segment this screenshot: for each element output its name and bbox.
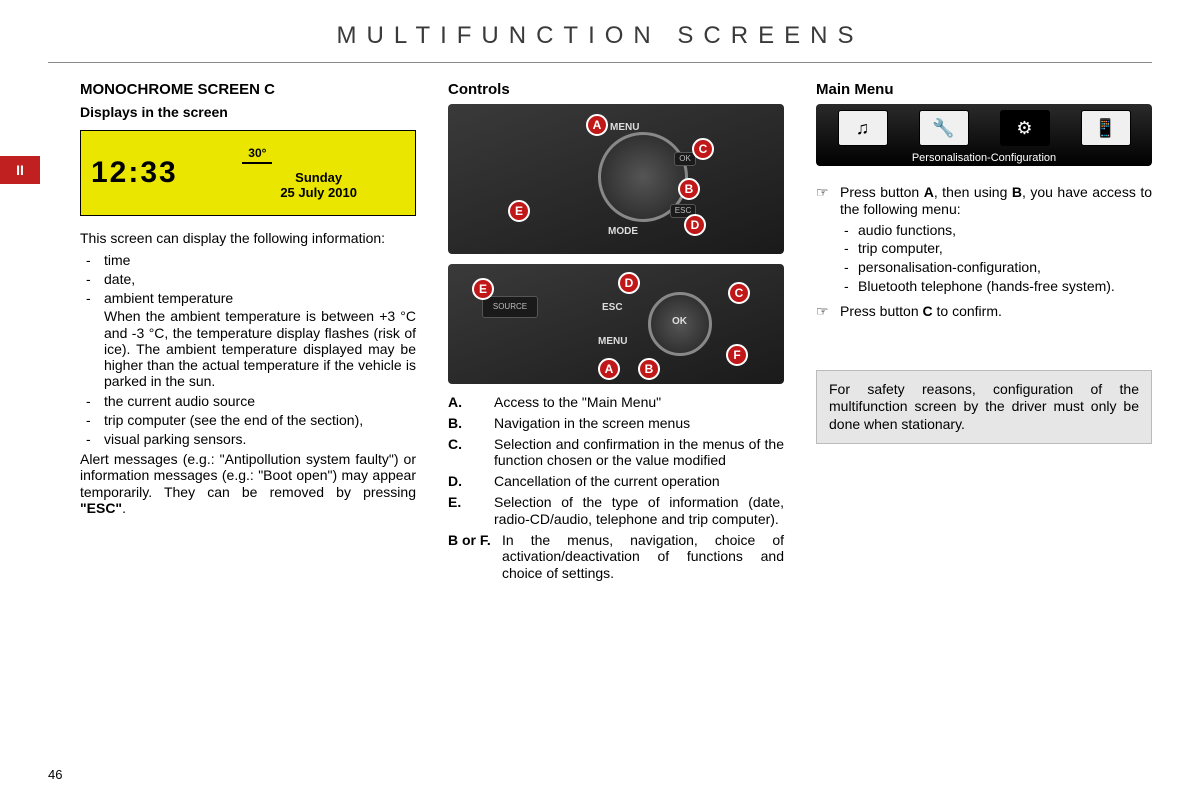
audio-icon: ♫	[838, 110, 888, 146]
badge-c: C	[692, 138, 714, 160]
label-menu: MENU	[610, 122, 639, 133]
label-esc2: ESC	[602, 302, 623, 313]
list-item: audio functions,	[840, 222, 1152, 239]
legend-row: D.Cancellation of the current operation	[448, 473, 784, 490]
list-item: visual parking sensors.	[80, 431, 416, 448]
badge-a2: A	[598, 358, 620, 380]
screen-time: 12:33	[91, 156, 232, 190]
badge-c2: C	[728, 282, 750, 304]
phone-icon: 📱	[1081, 110, 1131, 146]
list-item: Bluetooth telephone (hands-free system).	[840, 278, 1152, 295]
section-tab: II	[0, 156, 40, 184]
column-controls: Controls MENU MODE OK ESC A B C D E SOUR…	[448, 81, 784, 586]
badge-d: D	[684, 214, 706, 236]
alert-prefix: Alert messages (e.g.: "Antipollution sys…	[80, 451, 416, 499]
legend-row: A.Access to the "Main Menu"	[448, 394, 784, 411]
step-bold: A	[924, 184, 934, 200]
legend-key: C.	[448, 436, 494, 470]
temp-note: When the ambient temperature is between …	[80, 308, 416, 388]
legend-text: Cancellation of the current operation	[494, 473, 784, 490]
legend-key: D.	[448, 473, 494, 490]
badge-a: A	[586, 114, 608, 136]
legend-text: Selection of the type of information (da…	[494, 494, 784, 528]
pointer-icon: ☞	[816, 184, 840, 297]
screen-day: Sunday	[295, 170, 342, 185]
legend-text: Access to the "Main Menu"	[494, 394, 784, 411]
screen-date: 25 July 2010	[280, 185, 357, 200]
list-item: the current audio source	[80, 393, 416, 410]
steps-list: ☞ Press button A, then using B, you have…	[816, 184, 1152, 320]
legend-text: Selection and confirmation in the menus …	[494, 436, 784, 470]
screen-temp: 30°	[242, 146, 272, 164]
alert-suffix: .	[122, 500, 126, 516]
main-menu-bar: ♫ 🔧 ⚙ 📱 Personalisation-Configuration	[816, 104, 1152, 166]
column-displays: MONOCHROME SCREEN C Displays in the scre…	[80, 81, 416, 586]
list-item: date,	[80, 271, 416, 288]
menubar-caption: Personalisation-Configuration	[816, 152, 1152, 164]
list-item: personalisation-configuration,	[840, 259, 1152, 276]
pointer-icon: ☞	[816, 303, 840, 320]
badge-e2: E	[472, 278, 494, 300]
safety-note: For safety reasons, configuration of the…	[816, 370, 1152, 445]
legend-row: B.Navigation in the screen menus	[448, 415, 784, 432]
legend-key: B.	[448, 415, 494, 432]
step-bold: C	[923, 303, 933, 319]
content-columns: MONOCHROME SCREEN C Displays in the scre…	[0, 63, 1200, 586]
legend-key: A.	[448, 394, 494, 411]
column-main-menu: Main Menu ♫ 🔧 ⚙ 📱 Personalisation-Config…	[816, 81, 1152, 586]
legend-key: B or F.	[448, 532, 502, 582]
step-text: Press button	[840, 303, 923, 319]
step-text: Press button	[840, 184, 924, 200]
sliders-icon: ⚙	[1000, 110, 1050, 146]
list-item: trip computer,	[840, 240, 1152, 257]
step-item: ☞ Press button A, then using B, you have…	[816, 184, 1152, 297]
legend-row: B or F.In the menus, navigation, choice …	[448, 532, 784, 582]
col1-heading: MONOCHROME SCREEN C	[80, 81, 416, 98]
monochrome-screen-graphic: 12:33 30° Sunday 25 July 2010	[80, 130, 416, 216]
badge-b2: B	[638, 358, 660, 380]
badge-b: B	[678, 178, 700, 200]
step-text: to confirm.	[933, 303, 1002, 319]
label-mode: MODE	[608, 226, 638, 237]
legend-row: C.Selection and confirmation in the menu…	[448, 436, 784, 470]
badge-d2: D	[618, 272, 640, 294]
alert-bold: "ESC"	[80, 500, 122, 516]
col1-subheading: Displays in the screen	[80, 104, 416, 120]
page-number: 46	[48, 767, 62, 782]
badge-e: E	[508, 200, 530, 222]
controls-image-panel: SOURCE OK ESC MENU A B C D E F	[448, 264, 784, 384]
step-item: ☞ Press button C to confirm.	[816, 303, 1152, 320]
list-item: trip computer (see the end of the sectio…	[80, 412, 416, 429]
page-title: MULTIFUNCTION SCREENS	[0, 0, 1200, 50]
alert-paragraph: Alert messages (e.g.: "Antipollution sys…	[80, 451, 416, 515]
step-text: , then using	[934, 184, 1012, 200]
label-menu2: MENU	[598, 336, 627, 347]
legend-text: Navigation in the screen menus	[494, 415, 784, 432]
controls-legend: A.Access to the "Main Menu" B.Navigation…	[448, 394, 784, 582]
col1-intro: This screen can display the following in…	[80, 230, 416, 246]
step-bold: B	[1012, 184, 1022, 200]
tools-icon: 🔧	[919, 110, 969, 146]
col3-heading: Main Menu	[816, 81, 1152, 98]
list-item: ambient temperature	[80, 290, 416, 307]
col2-heading: Controls	[448, 81, 784, 98]
legend-text: In the menus, navigation, choice of acti…	[502, 532, 784, 582]
label-ok2: OK	[672, 316, 687, 327]
label-source: SOURCE	[482, 296, 538, 318]
badge-f2: F	[726, 344, 748, 366]
list-item: time	[80, 252, 416, 269]
controls-image-stalk: MENU MODE OK ESC A B C D E	[448, 104, 784, 254]
legend-row: E.Selection of the type of information (…	[448, 494, 784, 528]
legend-key: E.	[448, 494, 494, 528]
